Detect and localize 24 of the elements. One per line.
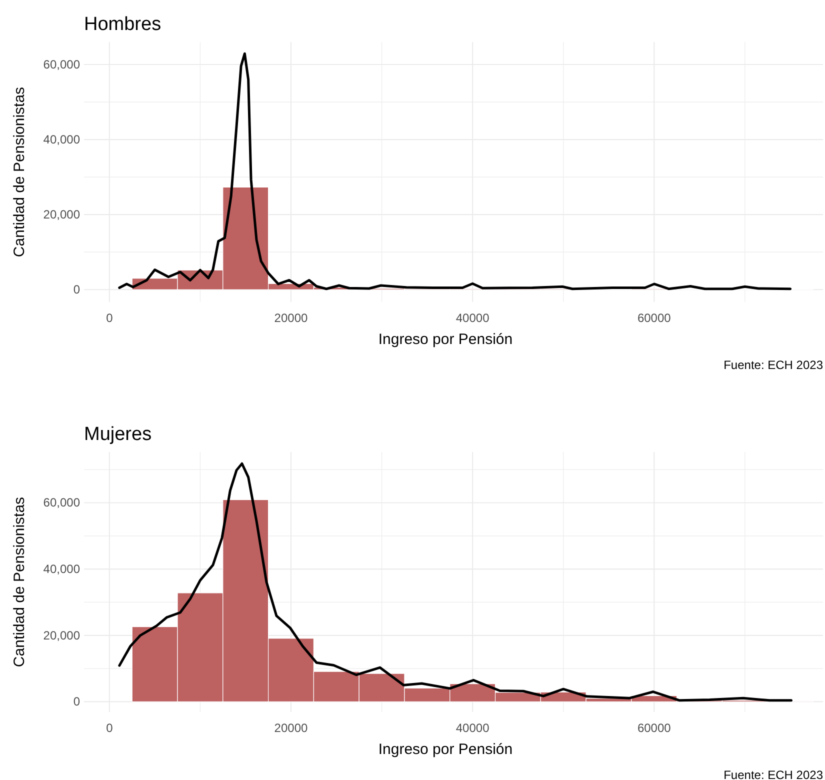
y-tick-label: 0 [73,282,80,297]
y-tick-label: 0 [73,694,80,709]
x-tick-label: 0 [106,721,114,735]
x-tick-label: 60000 [637,721,672,735]
x-tick-label: 40000 [456,721,490,735]
y-tick-label: 60,000 [43,496,80,510]
chart-title: Hombres [84,14,162,35]
x-tick-label: 20000 [274,721,308,735]
x-axis-title: Ingreso por Pensión [378,741,513,758]
x-tick-label: 20000 [274,311,308,325]
y-tick-label: 20,000 [43,628,80,642]
y-tick-label: 40,000 [43,562,80,576]
y-axis-title: Cantidad de Pensionistas [11,496,28,668]
x-tick-label: 60000 [637,311,672,325]
source-note: Fuente: ECH 2023 [724,358,824,372]
source-note: Fuente: ECH 2023 [724,768,824,780]
x-tick-label: 40000 [456,311,490,325]
x-tick-label: 0 [106,311,114,325]
y-tick-label: 20,000 [43,208,80,222]
chart-title: Mujeres [84,424,152,445]
y-axis-title: Cantidad de Pensionistas [11,86,28,258]
x-axis-title: Ingreso por Pensión [378,331,513,348]
y-tick-label: 60,000 [43,58,80,72]
y-tick-label: 40,000 [43,132,80,147]
